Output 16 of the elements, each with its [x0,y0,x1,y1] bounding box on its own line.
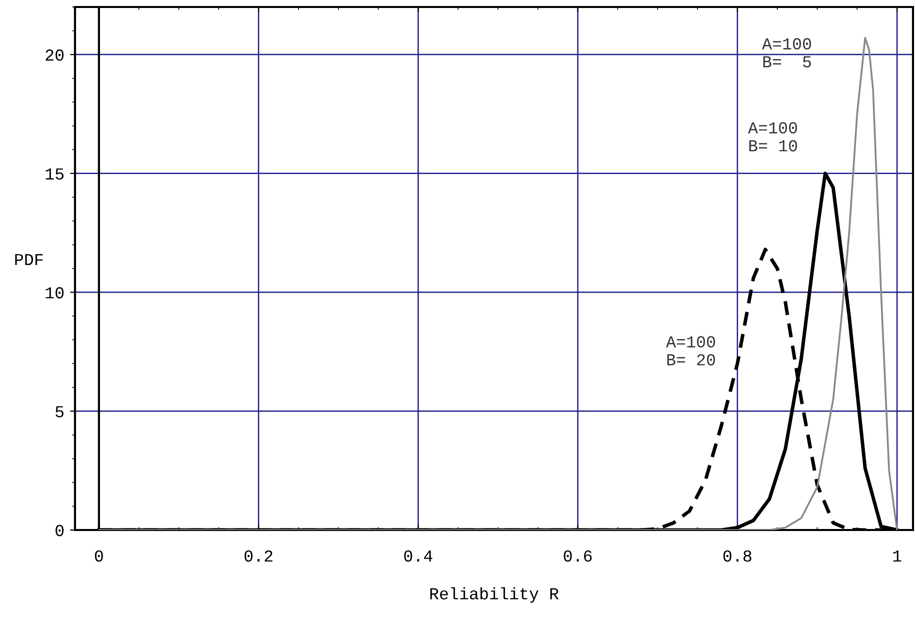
y-tick-label: 15 [46,168,64,180]
x-tick-label: 0.6 [564,550,592,562]
x-tick-label: 0.8 [723,550,752,562]
annotation: A=100 B= 10 [748,122,797,152]
y-axis-title: PDF [15,254,43,266]
y-tick-label: 10 [46,287,64,298]
x-tick-label: 0.2 [244,550,272,562]
y-tick-label: 0 [56,524,64,536]
x-tick-label: 1 [893,550,902,562]
annotation: A=100 B= 5 [762,38,811,68]
y-tick-label: 5 [56,406,64,418]
x-tick-label: 0.4 [404,550,432,562]
y-tick-label: 20 [46,49,64,61]
x-axis-title: Reliability R [430,587,559,603]
x-tick-label: 0 [94,550,103,562]
annotation: A=100 B= 20 [666,336,715,366]
